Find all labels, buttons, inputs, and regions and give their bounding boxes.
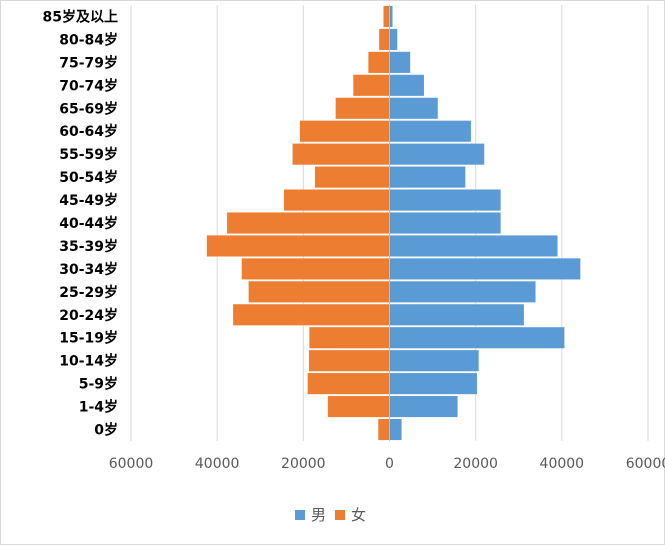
bar-female [299,120,390,142]
category-label: 10-14岁 [59,353,118,370]
bar-female [383,5,390,28]
category-label: 0岁 [94,422,118,439]
legend-label: 男 [311,506,326,524]
legend-label: 女 [351,506,366,524]
bar-male [389,350,479,372]
bar-male [389,5,393,28]
category-label: 80-84岁 [59,31,118,48]
category-label: 50-54岁 [59,169,118,186]
category-label: 65-69岁 [59,100,118,117]
bar-female [353,74,390,96]
bar-female [283,189,390,211]
bar-female [227,212,390,234]
bar-female [368,51,390,73]
bar-male [389,51,411,73]
category-label: 25-29岁 [59,284,118,301]
category-label: 5-9岁 [79,376,118,393]
bar-female [206,235,390,257]
bar-female [309,327,390,349]
bar-male [389,418,402,441]
category-label: 60-64岁 [59,123,118,140]
category-label: 55-59岁 [59,146,118,163]
category-label: 85岁及以上 [43,8,118,25]
bar-male [389,166,466,188]
bar-female [292,143,390,165]
tick-label: 20000 [453,456,498,472]
category-label: 75-79岁 [59,54,118,71]
category-label: 40-44岁 [59,215,118,232]
bar-male [389,304,524,326]
bar-female [327,396,390,418]
bar-female [307,373,390,395]
category-labels: 85岁及以上 80-84岁 75-79岁 70-74岁 65-69岁 60-64岁 55-5… [43,8,118,438]
bar-female [241,258,390,280]
bar-female [379,28,390,50]
bar-male [389,258,581,280]
legend-swatch [335,510,345,520]
bar-female [314,166,390,188]
category-label: 70-74岁 [59,77,118,94]
bar-male [389,143,485,165]
bar-male [389,235,558,257]
tick-label: 20000 [281,456,326,472]
bar-male [389,97,438,119]
category-label: 20-24岁 [59,307,118,324]
bar-male [389,74,424,96]
bar-female [233,304,390,326]
bar-female [308,350,390,372]
bar-male [389,28,398,50]
legend-swatch [295,510,305,520]
bar-female [248,281,390,303]
tick-label: 0 [385,456,394,472]
bar-male [389,281,536,303]
bar-male [389,189,501,211]
bar-male [389,212,501,234]
bars [206,5,581,441]
tick-label: 40000 [195,456,240,472]
bar-female [335,97,390,119]
tick-label: 60000 [626,456,665,472]
bar-female [378,418,390,441]
category-label: 15-19岁 [59,330,118,347]
category-label: 45-49岁 [59,192,118,209]
bar-male [389,373,477,395]
tick-label: 60000 [109,456,154,472]
category-label: 35-39岁 [59,238,118,255]
tick-labels: 60000 40000 20000 0 20000 40000 60000 [109,456,665,472]
category-label: 1-4岁 [79,399,118,416]
legend: 男女 [295,506,366,524]
bar-male [389,327,565,349]
tick-label: 40000 [540,456,585,472]
bar-male [389,120,471,142]
category-label: 30-34岁 [59,261,118,278]
bar-male [389,396,458,418]
